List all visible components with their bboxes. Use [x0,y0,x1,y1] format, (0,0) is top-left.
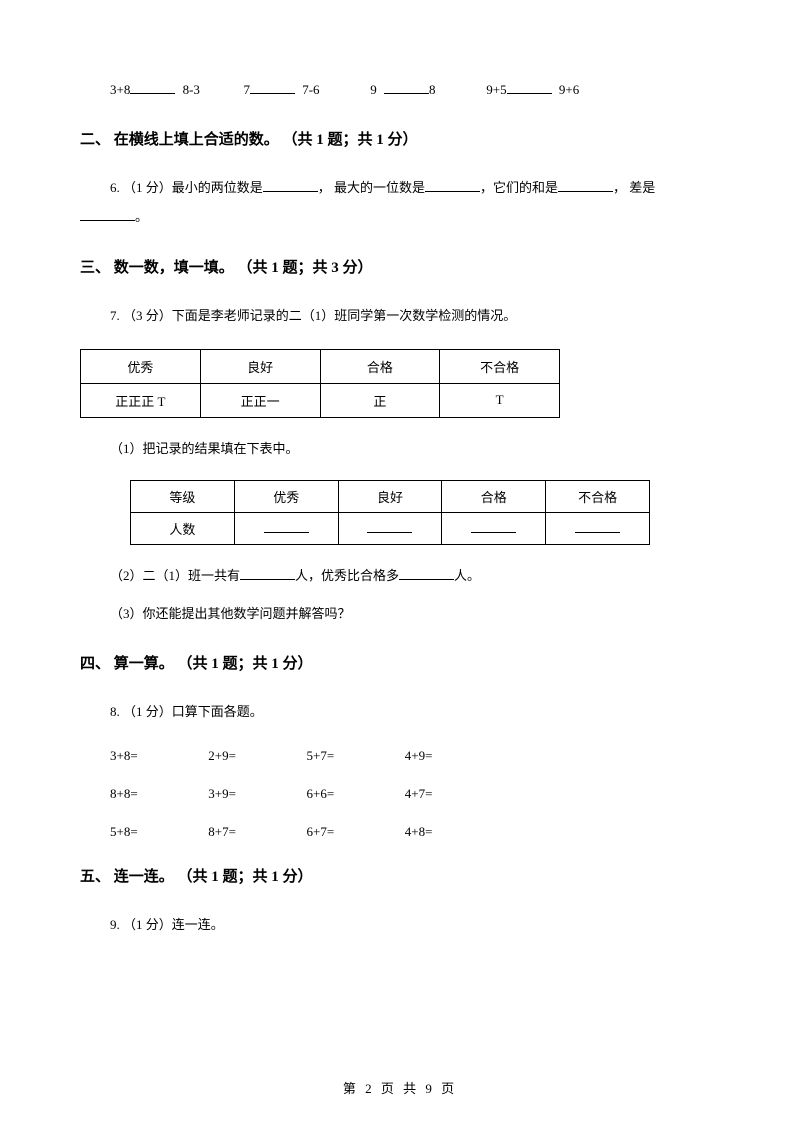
q7-grade-table: 等级 优秀 良好 合格 不合格 人数 [130,480,650,545]
q6-prefix: 6. （1 分）最小的两位数是 [110,180,263,195]
grade-blank-2[interactable] [338,512,442,544]
q8-r0c0: 3+8= [110,748,205,764]
grade-blank-3[interactable] [442,512,546,544]
q7-sub1: （1）把记录的结果填在下表中。 [80,436,720,462]
q8-row-0: 3+8= 2+9= 5+7= 4+9= [80,748,720,764]
q7-sub2-blank-2[interactable] [399,566,454,580]
q6-blank-4[interactable] [80,207,135,221]
q7-sub2: （2）二（1）班一共有 人，优秀比合格多 人。 [80,563,720,589]
q8-r2c1: 8+7= [208,824,303,840]
q6-blank-1[interactable] [263,178,318,192]
q6-blank-3[interactable] [558,178,613,192]
section-3-heading: 三、 数一数，填一填。 （共 1 题；共 3 分） [80,256,720,277]
table-row: 人数 [131,512,650,544]
q8-stem: 8. （1 分）口算下面各题。 [80,698,720,727]
q5-item-3-rhs: 9+6 [559,82,579,97]
table-row: 优秀 良好 合格 不合格 [81,349,560,383]
q8-row-1: 8+8= 3+9= 6+6= 4+7= [80,786,720,802]
q7-sub2-blank-1[interactable] [240,566,295,580]
q6-suffix: 。 [135,209,148,224]
tally-cell-0: 正正正 T [81,383,201,417]
q8-r0c2: 5+7= [307,748,402,764]
tally-cell-1: 正正一 [200,383,320,417]
q5-blank-2[interactable] [384,80,429,94]
grade-header-3: 合格 [442,480,546,512]
q7-tally-table: 优秀 良好 合格 不合格 正正正 T 正正一 正 T [80,349,560,418]
q6-mid2: ，它们的和是 [480,180,558,195]
q8-row-2: 5+8= 8+7= 6+7= 4+8= [80,824,720,840]
q5-blank-3[interactable] [507,80,552,94]
grade-blank-1[interactable] [234,512,338,544]
q8-r1c2: 6+6= [307,786,402,802]
q6-mid3: ， 差是 [613,180,655,195]
grade-header-4: 不合格 [546,480,650,512]
tally-cell-2: 正 [320,383,440,417]
section-2-heading: 二、 在横线上填上合适的数。 （共 1 题；共 1 分） [80,128,720,149]
q7-sub2a: （2）二（1）班一共有 [110,568,240,583]
q8-r1c1: 3+9= [208,786,303,802]
q5-blank-1[interactable] [250,80,295,94]
tally-cell-3: T [440,383,560,417]
q5-item-0-lhs: 3+8 [110,82,130,97]
q5-item-1-rhs: 7-6 [302,82,319,97]
tally-header-2: 合格 [320,349,440,383]
grade-header-0: 等级 [131,480,235,512]
q8-r2c0: 5+8= [110,824,205,840]
table-row: 等级 优秀 良好 合格 不合格 [131,480,650,512]
q7-stem: 7. （3 分）下面是李老师记录的二（1）班同学第一次数学检测的情况。 [80,302,720,331]
section-5-heading: 五、 连一连。 （共 1 题；共 1 分） [80,865,720,886]
q7-sub2c: 人。 [454,568,480,583]
q5-item-2-lhs: 9 [370,82,384,97]
grade-header-1: 优秀 [234,480,338,512]
q8-r1c0: 8+8= [110,786,205,802]
q6-blank-2[interactable] [425,178,480,192]
page-footer: 第 2 页 共 9 页 [0,1078,800,1097]
grade-rowlabel: 人数 [131,512,235,544]
q5-item-2-rhs: 8 [429,82,436,97]
grade-header-2: 良好 [338,480,442,512]
q5-blank-0[interactable] [130,80,175,94]
q8-r1c3: 4+7= [405,786,500,802]
q6-mid1: ， 最大的一位数是 [318,180,425,195]
q5-item-3-lhs: 9+5 [486,82,506,97]
q8-r2c3: 4+8= [405,824,500,840]
q8-r0c1: 2+9= [208,748,303,764]
q5-comparison-row: 3+8 8-3 7 7-6 9 8 9+5 9+6 [80,80,720,98]
table-row: 正正正 T 正正一 正 T [81,383,560,417]
section-4-heading: 四、 算一算。 （共 1 题；共 1 分） [80,652,720,673]
q5-item-0-rhs: 8-3 [183,82,200,97]
tally-header-3: 不合格 [440,349,560,383]
q6-body: 6. （1 分）最小的两位数是 ， 最大的一位数是 ，它们的和是 ， 差是 。 [80,174,720,231]
q9-stem: 9. （1 分）连一连。 [80,911,720,940]
q7-sub3: （3）你还能提出其他数学问题并解答吗？ [80,601,720,627]
tally-header-1: 良好 [200,349,320,383]
q7-sub2b: 人，优秀比合格多 [295,568,399,583]
tally-header-0: 优秀 [81,349,201,383]
q8-r2c2: 6+7= [307,824,402,840]
q8-r0c3: 4+9= [405,748,500,764]
grade-blank-4[interactable] [546,512,650,544]
